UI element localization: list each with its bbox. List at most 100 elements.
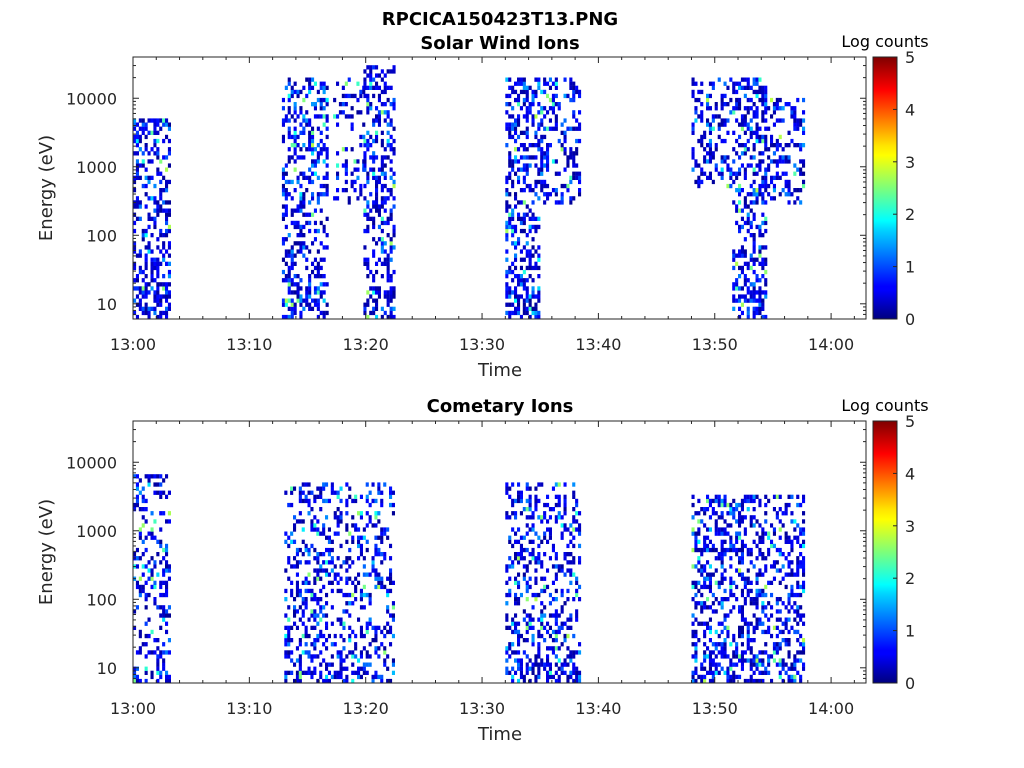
spectrogram-cell	[540, 617, 544, 622]
spectrogram-cell	[147, 216, 151, 221]
spectrogram-cell	[369, 192, 373, 197]
spectrogram-cell	[336, 654, 340, 659]
spectrogram-cell	[714, 568, 718, 573]
spectrogram-cell	[732, 650, 736, 655]
spectrogram-cell	[391, 601, 395, 606]
spectrogram-cell	[519, 556, 523, 561]
spectrogram-cell	[153, 151, 157, 156]
spectrogram-cell	[144, 519, 148, 524]
spectrogram-cell	[784, 102, 788, 107]
spectrogram-cell	[308, 286, 312, 291]
spectrogram-cell	[749, 130, 753, 135]
spectrogram-cell	[761, 93, 765, 99]
spectrogram-cell	[740, 588, 744, 594]
spectrogram-cell	[546, 519, 550, 524]
spectrogram-cell	[569, 552, 573, 557]
spectrogram-cell	[150, 531, 154, 536]
spectrogram-cell	[322, 658, 326, 663]
spectrogram-cell	[755, 666, 759, 671]
spectrogram-cell	[752, 110, 756, 115]
spectrogram-cell	[287, 179, 291, 185]
spectrogram-cell	[796, 167, 800, 172]
spectrogram-cell	[366, 171, 370, 176]
spectrogram-cell	[711, 155, 715, 160]
spectrogram-cell	[714, 511, 718, 516]
spectrogram-cell	[308, 85, 312, 90]
spectrogram-cell	[284, 642, 288, 647]
spectrogram-cell	[723, 547, 727, 553]
spectrogram-cell	[165, 494, 169, 499]
spectrogram-cell	[732, 147, 736, 152]
spectrogram-cell	[778, 629, 782, 635]
spectrogram-cell	[729, 609, 733, 614]
spectrogram-cell	[362, 646, 366, 651]
spectrogram-cell	[569, 155, 573, 160]
spectrogram-cell	[366, 106, 370, 111]
spectrogram-cell	[755, 89, 759, 95]
spectrogram-cell	[359, 143, 363, 148]
spectrogram-cell	[508, 151, 512, 156]
spectrogram-cell	[133, 188, 137, 193]
spectrogram-cell	[298, 494, 302, 499]
spectrogram-cell	[711, 118, 715, 123]
spectrogram-cell	[380, 306, 384, 311]
spectrogram-cell	[566, 674, 570, 680]
spectrogram-cell	[749, 106, 753, 111]
spectrogram-cell	[764, 666, 768, 671]
spectrogram-cell	[543, 183, 547, 189]
spectrogram-cell	[511, 629, 515, 635]
spectrogram-cell	[691, 674, 695, 680]
spectrogram-cell	[141, 163, 145, 168]
spectrogram-cell	[749, 588, 753, 594]
spectrogram-cell	[505, 220, 509, 226]
spectrogram-cell	[787, 629, 791, 635]
spectrogram-cell	[566, 617, 570, 622]
spectrogram-cell	[380, 678, 384, 684]
spectrogram-cell	[740, 502, 744, 508]
spectrogram-cell	[138, 126, 142, 131]
spectrogram-cell	[740, 633, 744, 639]
spectrogram-cell	[366, 147, 370, 152]
spectrogram-cell	[531, 511, 535, 516]
spectrogram-cell	[293, 241, 297, 246]
spectrogram-cell	[305, 188, 309, 193]
spectrogram-cell	[761, 290, 765, 295]
spectrogram-cell	[307, 572, 311, 577]
spectrogram-cell	[302, 118, 306, 123]
spectrogram-cell	[706, 151, 710, 156]
spectrogram-cell	[135, 564, 139, 569]
spectrogram-cell	[144, 147, 148, 152]
spectrogram-cell	[758, 134, 762, 140]
spectrogram-cell	[374, 515, 378, 520]
spectrogram-cell	[299, 208, 303, 213]
spectrogram-cell	[159, 654, 163, 659]
spectrogram-cell	[572, 535, 576, 540]
spectrogram-cell	[308, 118, 312, 123]
spectrogram-cell	[375, 106, 379, 111]
spectrogram-cell	[389, 306, 393, 311]
spectrogram-cell	[369, 167, 373, 172]
spectrogram-cell	[505, 93, 509, 99]
spectrogram-cell	[322, 274, 326, 279]
spectrogram-cell	[720, 642, 724, 647]
spectrogram-cell	[392, 196, 396, 201]
spectrogram-cell	[729, 502, 733, 508]
spectrogram-cell	[159, 539, 163, 544]
spectrogram-cell	[517, 650, 521, 655]
spectrogram-cell	[784, 535, 788, 540]
spectrogram-cell	[787, 678, 791, 684]
spectrogram-cell	[366, 302, 370, 307]
spectrogram-cell	[511, 122, 515, 127]
spectrogram-cell	[162, 556, 166, 561]
spectrogram-cell	[799, 552, 803, 557]
spectrogram-cell	[310, 625, 314, 630]
spectrogram-cell	[720, 102, 724, 107]
spectrogram-cell	[375, 208, 379, 213]
spectrogram-cell	[543, 192, 547, 197]
spectrogram-cell	[338, 102, 342, 107]
spectrogram-cell	[308, 122, 312, 127]
spectrogram-cell	[700, 102, 704, 107]
spectrogram-cell	[717, 515, 721, 520]
spectrogram-cell	[307, 490, 311, 495]
spectrogram-cell	[551, 564, 555, 569]
